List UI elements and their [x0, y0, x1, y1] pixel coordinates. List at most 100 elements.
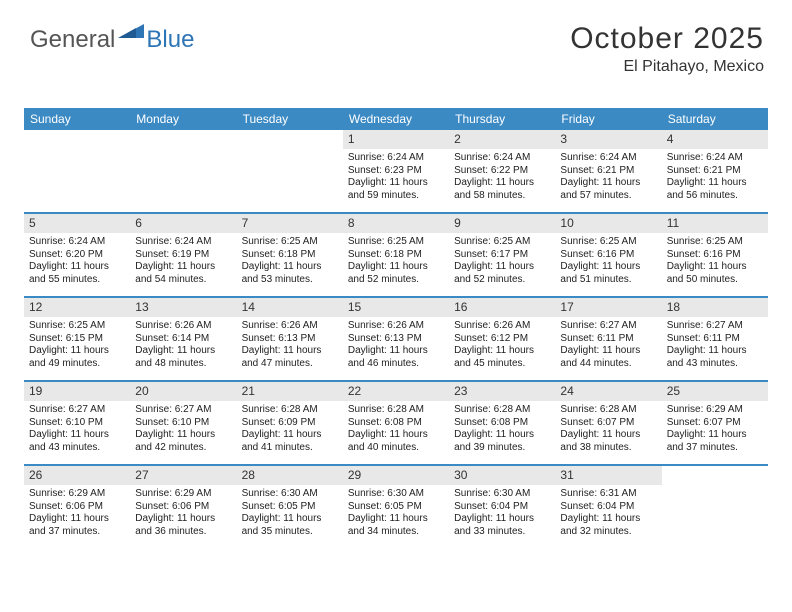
sunrise-text: Sunrise: 6:24 AM: [348, 152, 444, 165]
day-cell: 16Sunrise: 6:26 AMSunset: 6:12 PMDayligh…: [449, 298, 555, 380]
sunset-text: Sunset: 6:04 PM: [454, 501, 550, 514]
day-cell: 28Sunrise: 6:30 AMSunset: 6:05 PMDayligh…: [237, 466, 343, 548]
sunrise-text: Sunrise: 6:27 AM: [560, 320, 656, 333]
day-number: [662, 466, 768, 485]
sunrise-text: Sunrise: 6:24 AM: [135, 236, 231, 249]
sunrise-text: Sunrise: 6:25 AM: [348, 236, 444, 249]
week-row: 26Sunrise: 6:29 AMSunset: 6:06 PMDayligh…: [24, 464, 768, 548]
day-details: Sunrise: 6:31 AMSunset: 6:04 PMDaylight:…: [555, 485, 661, 543]
sunset-text: Sunset: 6:16 PM: [560, 249, 656, 262]
day-details: Sunrise: 6:24 AMSunset: 6:20 PMDaylight:…: [24, 233, 130, 291]
day-number: 5: [24, 214, 130, 233]
day-cell: [130, 130, 236, 212]
day-number: 25: [662, 382, 768, 401]
daylight-text: Daylight: 11 hours and 58 minutes.: [454, 177, 550, 202]
day-details: Sunrise: 6:26 AMSunset: 6:13 PMDaylight:…: [237, 317, 343, 375]
daylight-text: Daylight: 11 hours and 53 minutes.: [242, 261, 338, 286]
daylight-text: Daylight: 11 hours and 40 minutes.: [348, 429, 444, 454]
day-header: Saturday: [662, 108, 768, 130]
day-details: Sunrise: 6:30 AMSunset: 6:04 PMDaylight:…: [449, 485, 555, 543]
sunset-text: Sunset: 6:10 PM: [29, 417, 125, 430]
day-number: [237, 130, 343, 149]
day-details: Sunrise: 6:26 AMSunset: 6:12 PMDaylight:…: [449, 317, 555, 375]
sunset-text: Sunset: 6:13 PM: [242, 333, 338, 346]
calendar-header-row: SundayMondayTuesdayWednesdayThursdayFrid…: [24, 108, 768, 130]
daylight-text: Daylight: 11 hours and 44 minutes.: [560, 345, 656, 370]
sunset-text: Sunset: 6:18 PM: [348, 249, 444, 262]
sunrise-text: Sunrise: 6:28 AM: [242, 404, 338, 417]
sunrise-text: Sunrise: 6:29 AM: [135, 488, 231, 501]
daylight-text: Daylight: 11 hours and 37 minutes.: [29, 513, 125, 538]
day-cell: 20Sunrise: 6:27 AMSunset: 6:10 PMDayligh…: [130, 382, 236, 464]
daylight-text: Daylight: 11 hours and 38 minutes.: [560, 429, 656, 454]
day-cell: 9Sunrise: 6:25 AMSunset: 6:17 PMDaylight…: [449, 214, 555, 296]
day-header: Thursday: [449, 108, 555, 130]
sunrise-text: Sunrise: 6:30 AM: [242, 488, 338, 501]
sunset-text: Sunset: 6:06 PM: [29, 501, 125, 514]
daylight-text: Daylight: 11 hours and 52 minutes.: [348, 261, 444, 286]
daylight-text: Daylight: 11 hours and 36 minutes.: [135, 513, 231, 538]
day-cell: 14Sunrise: 6:26 AMSunset: 6:13 PMDayligh…: [237, 298, 343, 380]
day-details: Sunrise: 6:30 AMSunset: 6:05 PMDaylight:…: [343, 485, 449, 543]
sunset-text: Sunset: 6:17 PM: [454, 249, 550, 262]
sunset-text: Sunset: 6:18 PM: [242, 249, 338, 262]
day-number: 21: [237, 382, 343, 401]
day-number: 24: [555, 382, 661, 401]
week-row: 12Sunrise: 6:25 AMSunset: 6:15 PMDayligh…: [24, 296, 768, 380]
day-details: Sunrise: 6:29 AMSunset: 6:06 PMDaylight:…: [24, 485, 130, 543]
day-details: Sunrise: 6:25 AMSunset: 6:18 PMDaylight:…: [237, 233, 343, 291]
daylight-text: Daylight: 11 hours and 41 minutes.: [242, 429, 338, 454]
sunrise-text: Sunrise: 6:25 AM: [242, 236, 338, 249]
sunrise-text: Sunrise: 6:26 AM: [348, 320, 444, 333]
daylight-text: Daylight: 11 hours and 59 minutes.: [348, 177, 444, 202]
sunset-text: Sunset: 6:11 PM: [560, 333, 656, 346]
logo-text-blue: Blue: [146, 26, 194, 54]
daylight-text: Daylight: 11 hours and 55 minutes.: [29, 261, 125, 286]
month-title: October 2025: [570, 22, 764, 56]
day-cell: 2Sunrise: 6:24 AMSunset: 6:22 PMDaylight…: [449, 130, 555, 212]
sunrise-text: Sunrise: 6:25 AM: [454, 236, 550, 249]
day-number: 12: [24, 298, 130, 317]
daylight-text: Daylight: 11 hours and 39 minutes.: [454, 429, 550, 454]
day-cell: 19Sunrise: 6:27 AMSunset: 6:10 PMDayligh…: [24, 382, 130, 464]
sunset-text: Sunset: 6:05 PM: [348, 501, 444, 514]
sunset-text: Sunset: 6:08 PM: [454, 417, 550, 430]
day-details: Sunrise: 6:26 AMSunset: 6:13 PMDaylight:…: [343, 317, 449, 375]
sunset-text: Sunset: 6:21 PM: [667, 165, 763, 178]
sunset-text: Sunset: 6:20 PM: [29, 249, 125, 262]
day-number: [130, 130, 236, 149]
daylight-text: Daylight: 11 hours and 48 minutes.: [135, 345, 231, 370]
sunrise-text: Sunrise: 6:28 AM: [560, 404, 656, 417]
day-header: Tuesday: [237, 108, 343, 130]
sunrise-text: Sunrise: 6:24 AM: [29, 236, 125, 249]
day-details: Sunrise: 6:27 AMSunset: 6:11 PMDaylight:…: [662, 317, 768, 375]
daylight-text: Daylight: 11 hours and 37 minutes.: [667, 429, 763, 454]
day-cell: 12Sunrise: 6:25 AMSunset: 6:15 PMDayligh…: [24, 298, 130, 380]
sunrise-text: Sunrise: 6:29 AM: [667, 404, 763, 417]
day-number: 2: [449, 130, 555, 149]
day-number: [24, 130, 130, 149]
day-details: Sunrise: 6:24 AMSunset: 6:23 PMDaylight:…: [343, 149, 449, 207]
day-details: Sunrise: 6:25 AMSunset: 6:18 PMDaylight:…: [343, 233, 449, 291]
sunset-text: Sunset: 6:23 PM: [348, 165, 444, 178]
sunset-text: Sunset: 6:08 PM: [348, 417, 444, 430]
sunset-text: Sunset: 6:12 PM: [454, 333, 550, 346]
sunset-text: Sunset: 6:15 PM: [29, 333, 125, 346]
day-number: 1: [343, 130, 449, 149]
day-cell: 13Sunrise: 6:26 AMSunset: 6:14 PMDayligh…: [130, 298, 236, 380]
day-number: 16: [449, 298, 555, 317]
day-details: Sunrise: 6:24 AMSunset: 6:21 PMDaylight:…: [662, 149, 768, 207]
daylight-text: Daylight: 11 hours and 54 minutes.: [135, 261, 231, 286]
day-cell: 3Sunrise: 6:24 AMSunset: 6:21 PMDaylight…: [555, 130, 661, 212]
day-number: 19: [24, 382, 130, 401]
day-details: Sunrise: 6:27 AMSunset: 6:11 PMDaylight:…: [555, 317, 661, 375]
day-details: Sunrise: 6:24 AMSunset: 6:19 PMDaylight:…: [130, 233, 236, 291]
logo-triangle-icon: [118, 22, 144, 43]
daylight-text: Daylight: 11 hours and 43 minutes.: [667, 345, 763, 370]
day-details: Sunrise: 6:25 AMSunset: 6:16 PMDaylight:…: [555, 233, 661, 291]
day-cell: 30Sunrise: 6:30 AMSunset: 6:04 PMDayligh…: [449, 466, 555, 548]
daylight-text: Daylight: 11 hours and 46 minutes.: [348, 345, 444, 370]
week-row: 1Sunrise: 6:24 AMSunset: 6:23 PMDaylight…: [24, 130, 768, 212]
day-cell: 17Sunrise: 6:27 AMSunset: 6:11 PMDayligh…: [555, 298, 661, 380]
daylight-text: Daylight: 11 hours and 47 minutes.: [242, 345, 338, 370]
